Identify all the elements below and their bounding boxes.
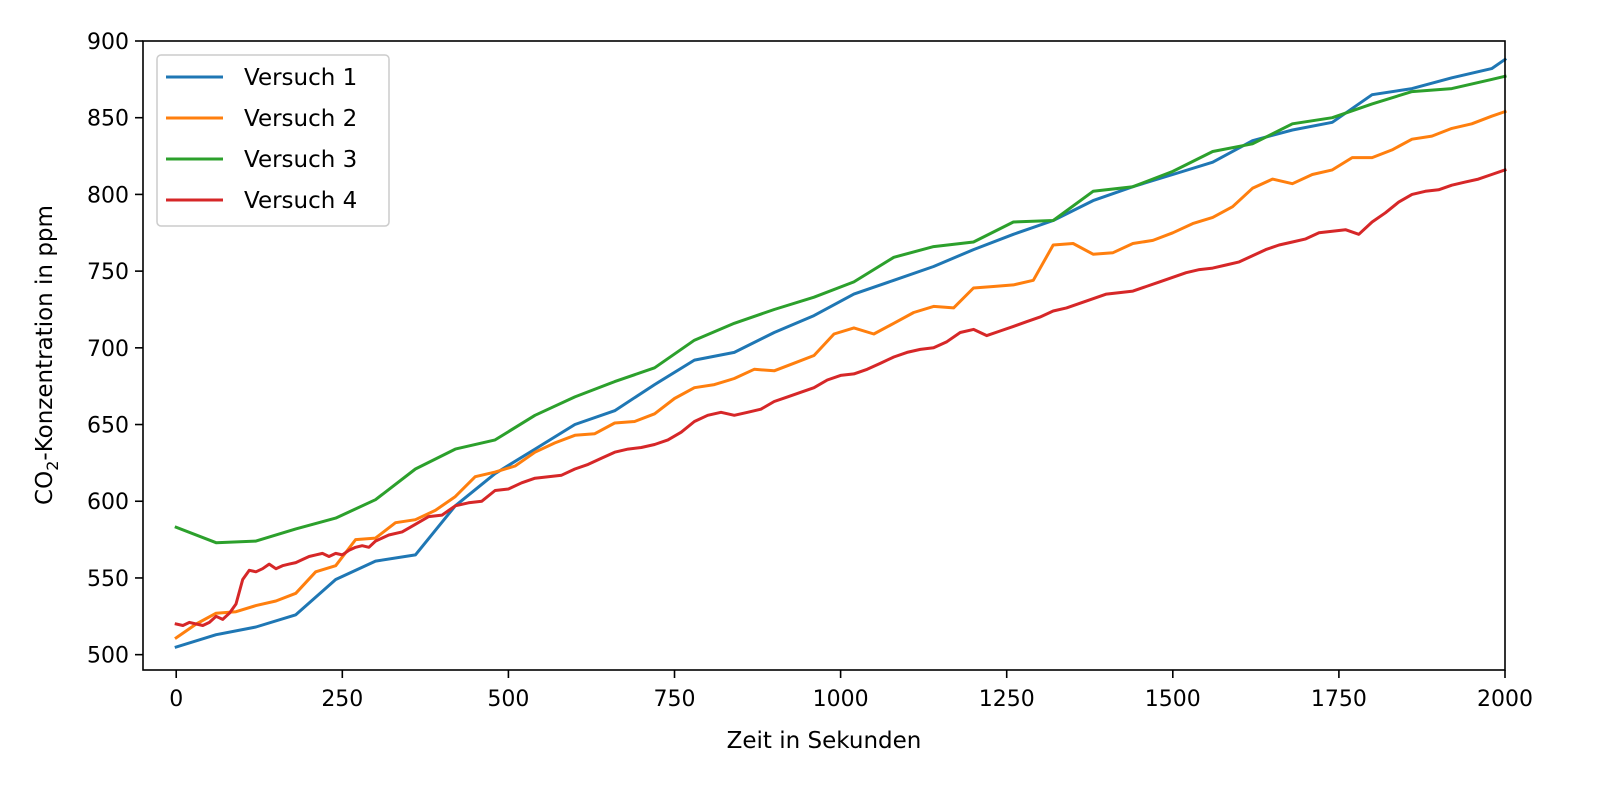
y-axis-label-subscript: 2 [43,461,62,471]
y-axis-label: CO2-Konzentration in ppm [32,205,62,505]
x-tick-label: 1000 [813,687,869,712]
legend-box [156,54,390,227]
y-tick-label: 850 [87,107,129,132]
series-line-3 [174,74,1507,545]
y-tick-label: 650 [87,414,129,439]
y-tick-label: 500 [87,644,129,669]
y-tick-label: 750 [87,260,129,285]
legend-label-2: Versuch 2 [244,106,357,132]
x-tick-label: 750 [654,687,696,712]
x-tick-label: 1500 [1145,687,1201,712]
y-tick-label: 600 [87,490,129,515]
y-tick-label: 900 [87,30,129,55]
series-layer [174,57,1508,649]
x-tick-label: 250 [321,687,363,712]
y-axis-label-co: CO [32,471,58,505]
x-tick-label: 1250 [979,687,1035,712]
legend: Versuch 1 Versuch 2 Versuch 3 Versuch 4 [156,54,390,227]
x-tick-label: 1750 [1311,687,1367,712]
legend-label-3: Versuch 3 [244,147,357,173]
x-tick-label: 0 [169,687,183,712]
x-axis: 0 250 500 750 1000 1250 1500 1750 2000 [169,670,1533,712]
y-tick-label: 800 [87,183,129,208]
y-tick-label: 700 [87,337,129,362]
series-line-2 [174,109,1507,640]
y-tick-label: 550 [87,567,129,592]
plot-frame [142,40,1506,671]
y-axis: 500 550 600 650 700 750 800 850 900 [87,30,143,669]
y-axis-label-rest: -Konzentration in ppm [32,205,58,461]
legend-label-1: Versuch 1 [244,65,357,91]
x-tick-label: 500 [487,687,529,712]
legend-label-4: Versuch 4 [244,188,357,214]
x-tick-label: 2000 [1477,687,1533,712]
series-line-4 [174,167,1507,627]
x-axis-label: Zeit in Sekunden [727,728,922,754]
series-line-1 [174,57,1508,649]
